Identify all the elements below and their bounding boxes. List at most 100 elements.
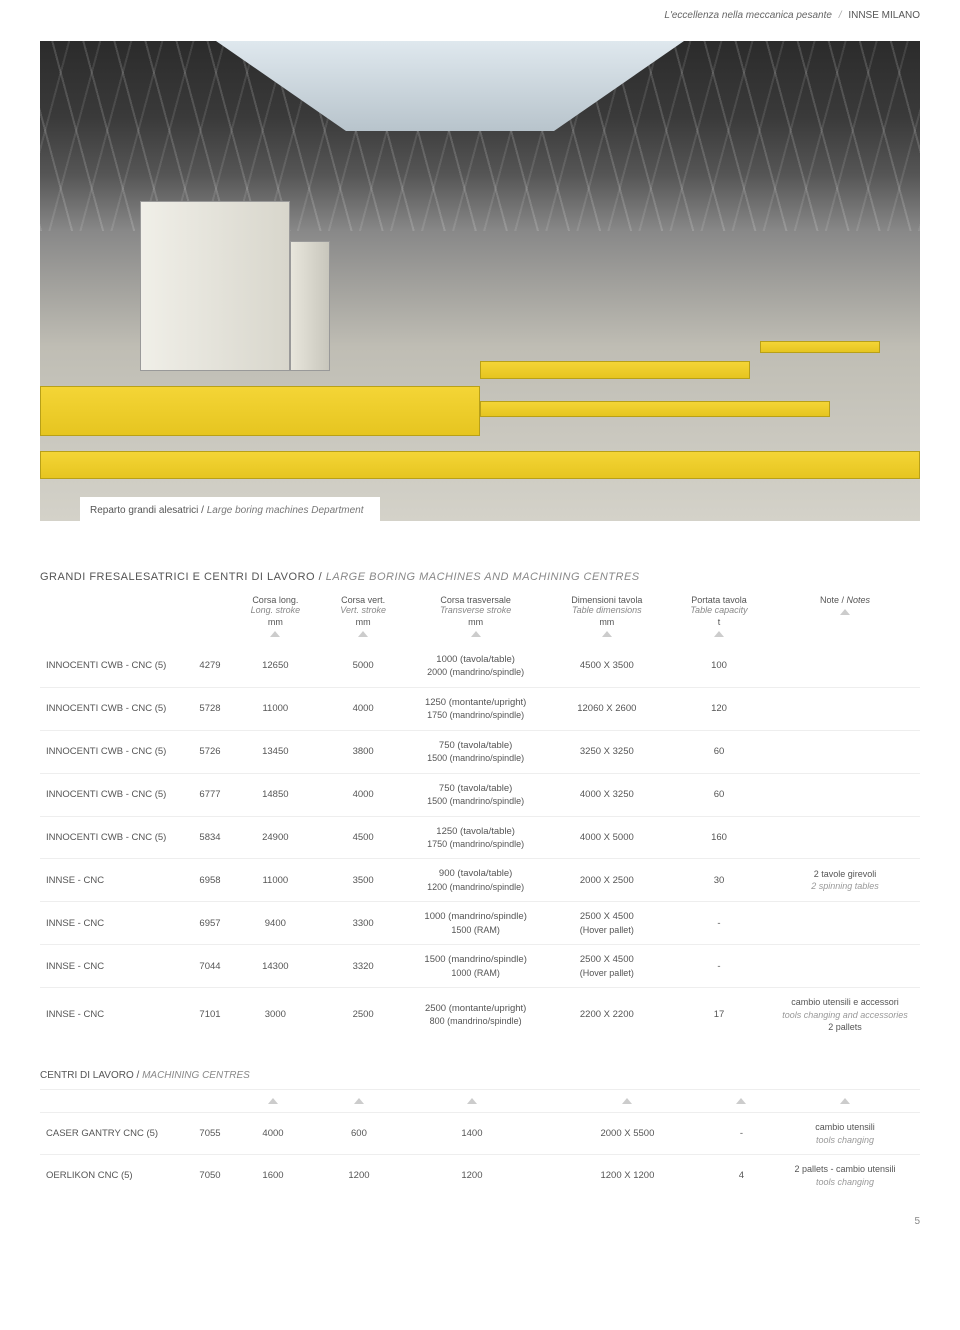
table-row: INNOCENTI CWB - CNC (5)5726134503800750 …	[40, 730, 920, 773]
caption-it: Reparto grandi alesatrici	[90, 505, 198, 516]
tagline-it: L'eccellenza nella meccanica pesante	[664, 10, 832, 21]
vert-stroke: 1200	[316, 1155, 402, 1197]
vert-stroke: 3300	[321, 902, 406, 945]
table-row: INNSE - CNC6958110003500900 (tavola/tabl…	[40, 859, 920, 902]
table-dim: 4000 X 5000	[546, 816, 668, 859]
table-row: INNOCENTI CWB - CNC (5)42791265050001000…	[40, 643, 920, 687]
table-cap: 4	[713, 1155, 770, 1197]
hero-caption: Reparto grandi alesatrici / Large boring…	[80, 497, 380, 521]
table-cap: 17	[668, 988, 770, 1042]
table-row: INNSE - CNC7101300025002500 (montante/up…	[40, 988, 920, 1042]
table-dim: 2200 X 2200	[546, 988, 668, 1042]
boring-machines-table: Corsa long.Long. strokemm Corsa vert.Ver…	[40, 591, 920, 1042]
notes	[770, 730, 920, 773]
vert-stroke: 4000	[321, 773, 406, 816]
table-cap: -	[668, 945, 770, 988]
machine-id: 7055	[190, 1112, 230, 1154]
section1-title: GRANDI FRESALESATRICI E CENTRI DI LAVORO…	[40, 571, 920, 591]
table-cap: 60	[668, 773, 770, 816]
table-row: CASER GANTRY CNC (5)7055400060014002000 …	[40, 1112, 920, 1154]
table-row: INNOCENTI CWB - CNC (5)58342490045001250…	[40, 816, 920, 859]
machine-name: INNSE - CNC	[40, 859, 190, 902]
table-dim: 2000 X 2500	[546, 859, 668, 902]
tagline-sep: /	[835, 10, 846, 21]
trans-stroke: 750 (tavola/table)1500 (mandrino/spindle…	[406, 773, 546, 816]
table-cap: 160	[668, 816, 770, 859]
caption-en: Large boring machines Department	[207, 505, 364, 516]
machine-id: 5728	[190, 687, 230, 730]
machine-id: 4279	[190, 643, 230, 687]
machine-name: INNOCENTI CWB - CNC (5)	[40, 773, 190, 816]
table-cap: -	[713, 1112, 770, 1154]
long-stroke: 9400	[230, 902, 321, 945]
trans-stroke: 1250 (tavola/table)1750 (mandrino/spindl…	[406, 816, 546, 859]
trans-stroke: 1000 (tavola/table)2000 (mandrino/spindl…	[406, 643, 546, 687]
trans-stroke: 2500 (montante/upright)800 (mandrino/spi…	[406, 988, 546, 1042]
vert-stroke: 5000	[321, 643, 406, 687]
vert-stroke: 2500	[321, 988, 406, 1042]
notes: cambio utensili e accessoritools changin…	[770, 988, 920, 1042]
machine-name: INNOCENTI CWB - CNC (5)	[40, 643, 190, 687]
trans-stroke: 1400	[402, 1112, 542, 1154]
long-stroke: 4000	[230, 1112, 316, 1154]
long-stroke: 11000	[230, 859, 321, 902]
vert-stroke: 600	[316, 1112, 402, 1154]
machine-id: 7101	[190, 988, 230, 1042]
page-header: L'eccellenza nella meccanica pesante / I…	[40, 0, 920, 41]
table-dim: 12060 X 2600	[546, 687, 668, 730]
machine-id: 5834	[190, 816, 230, 859]
notes	[770, 902, 920, 945]
machine-name: INNSE - CNC	[40, 988, 190, 1042]
trans-stroke: 1500 (mandrino/spindle)1000 (RAM)	[406, 945, 546, 988]
table-cap: 60	[668, 730, 770, 773]
trans-stroke: 1000 (mandrino/spindle)1500 (RAM)	[406, 902, 546, 945]
machine-id: 6777	[190, 773, 230, 816]
machine-id: 5726	[190, 730, 230, 773]
table-dim: 4500 X 3500	[546, 643, 668, 687]
page-number: 5	[40, 1216, 920, 1227]
machine-name: OERLIKON CNC (5)	[40, 1155, 190, 1197]
vert-stroke: 3800	[321, 730, 406, 773]
long-stroke: 11000	[230, 687, 321, 730]
machine-id: 6958	[190, 859, 230, 902]
table-dim: 2500 X 4500(Hover pallet)	[546, 945, 668, 988]
machine-name: INNOCENTI CWB - CNC (5)	[40, 687, 190, 730]
table-dim: 4000 X 3250	[546, 773, 668, 816]
machine-name: INNOCENTI CWB - CNC (5)	[40, 816, 190, 859]
machine-name: CASER GANTRY CNC (5)	[40, 1112, 190, 1154]
long-stroke: 3000	[230, 988, 321, 1042]
long-stroke: 1600	[230, 1155, 316, 1197]
notes	[770, 643, 920, 687]
long-stroke: 13450	[230, 730, 321, 773]
table-cap: -	[668, 902, 770, 945]
table-row: OERLIKON CNC (5)70501600120012001200 X 1…	[40, 1155, 920, 1197]
vert-stroke: 4500	[321, 816, 406, 859]
notes	[770, 816, 920, 859]
trans-stroke: 1250 (montante/upright)1750 (mandrino/sp…	[406, 687, 546, 730]
table-row: INNSE - CNC70441430033201500 (mandrino/s…	[40, 945, 920, 988]
notes: 2 pallets - cambio utensilitools changin…	[770, 1155, 920, 1197]
table-row: INNOCENTI CWB - CNC (5)6777148504000750 …	[40, 773, 920, 816]
machine-id: 7050	[190, 1155, 230, 1197]
table-cap: 30	[668, 859, 770, 902]
machine-name: INNSE - CNC	[40, 945, 190, 988]
table-row: INNOCENTI CWB - CNC (5)57281100040001250…	[40, 687, 920, 730]
notes: cambio utensilitools changing	[770, 1112, 920, 1154]
table-row: INNSE - CNC6957940033001000 (mandrino/sp…	[40, 902, 920, 945]
section2-title: CENTRI DI LAVORO / MACHINING CENTRES	[40, 1070, 920, 1089]
trans-stroke: 900 (tavola/table)1200 (mandrino/spindle…	[406, 859, 546, 902]
spacer-row	[40, 1089, 920, 1112]
machine-name: INNOCENTI CWB - CNC (5)	[40, 730, 190, 773]
long-stroke: 12650	[230, 643, 321, 687]
long-stroke: 24900	[230, 816, 321, 859]
hero-image: Reparto grandi alesatrici / Large boring…	[40, 41, 920, 521]
trans-stroke: 750 (tavola/table)1500 (mandrino/spindle…	[406, 730, 546, 773]
notes	[770, 687, 920, 730]
table-dim: 2500 X 4500(Hover pallet)	[546, 902, 668, 945]
table-header-row: Corsa long.Long. strokemm Corsa vert.Ver…	[40, 591, 920, 643]
notes	[770, 945, 920, 988]
machining-centres-table: CASER GANTRY CNC (5)7055400060014002000 …	[40, 1089, 920, 1196]
company-name: INNSE MILANO	[848, 10, 920, 21]
table-cap: 120	[668, 687, 770, 730]
long-stroke: 14850	[230, 773, 321, 816]
